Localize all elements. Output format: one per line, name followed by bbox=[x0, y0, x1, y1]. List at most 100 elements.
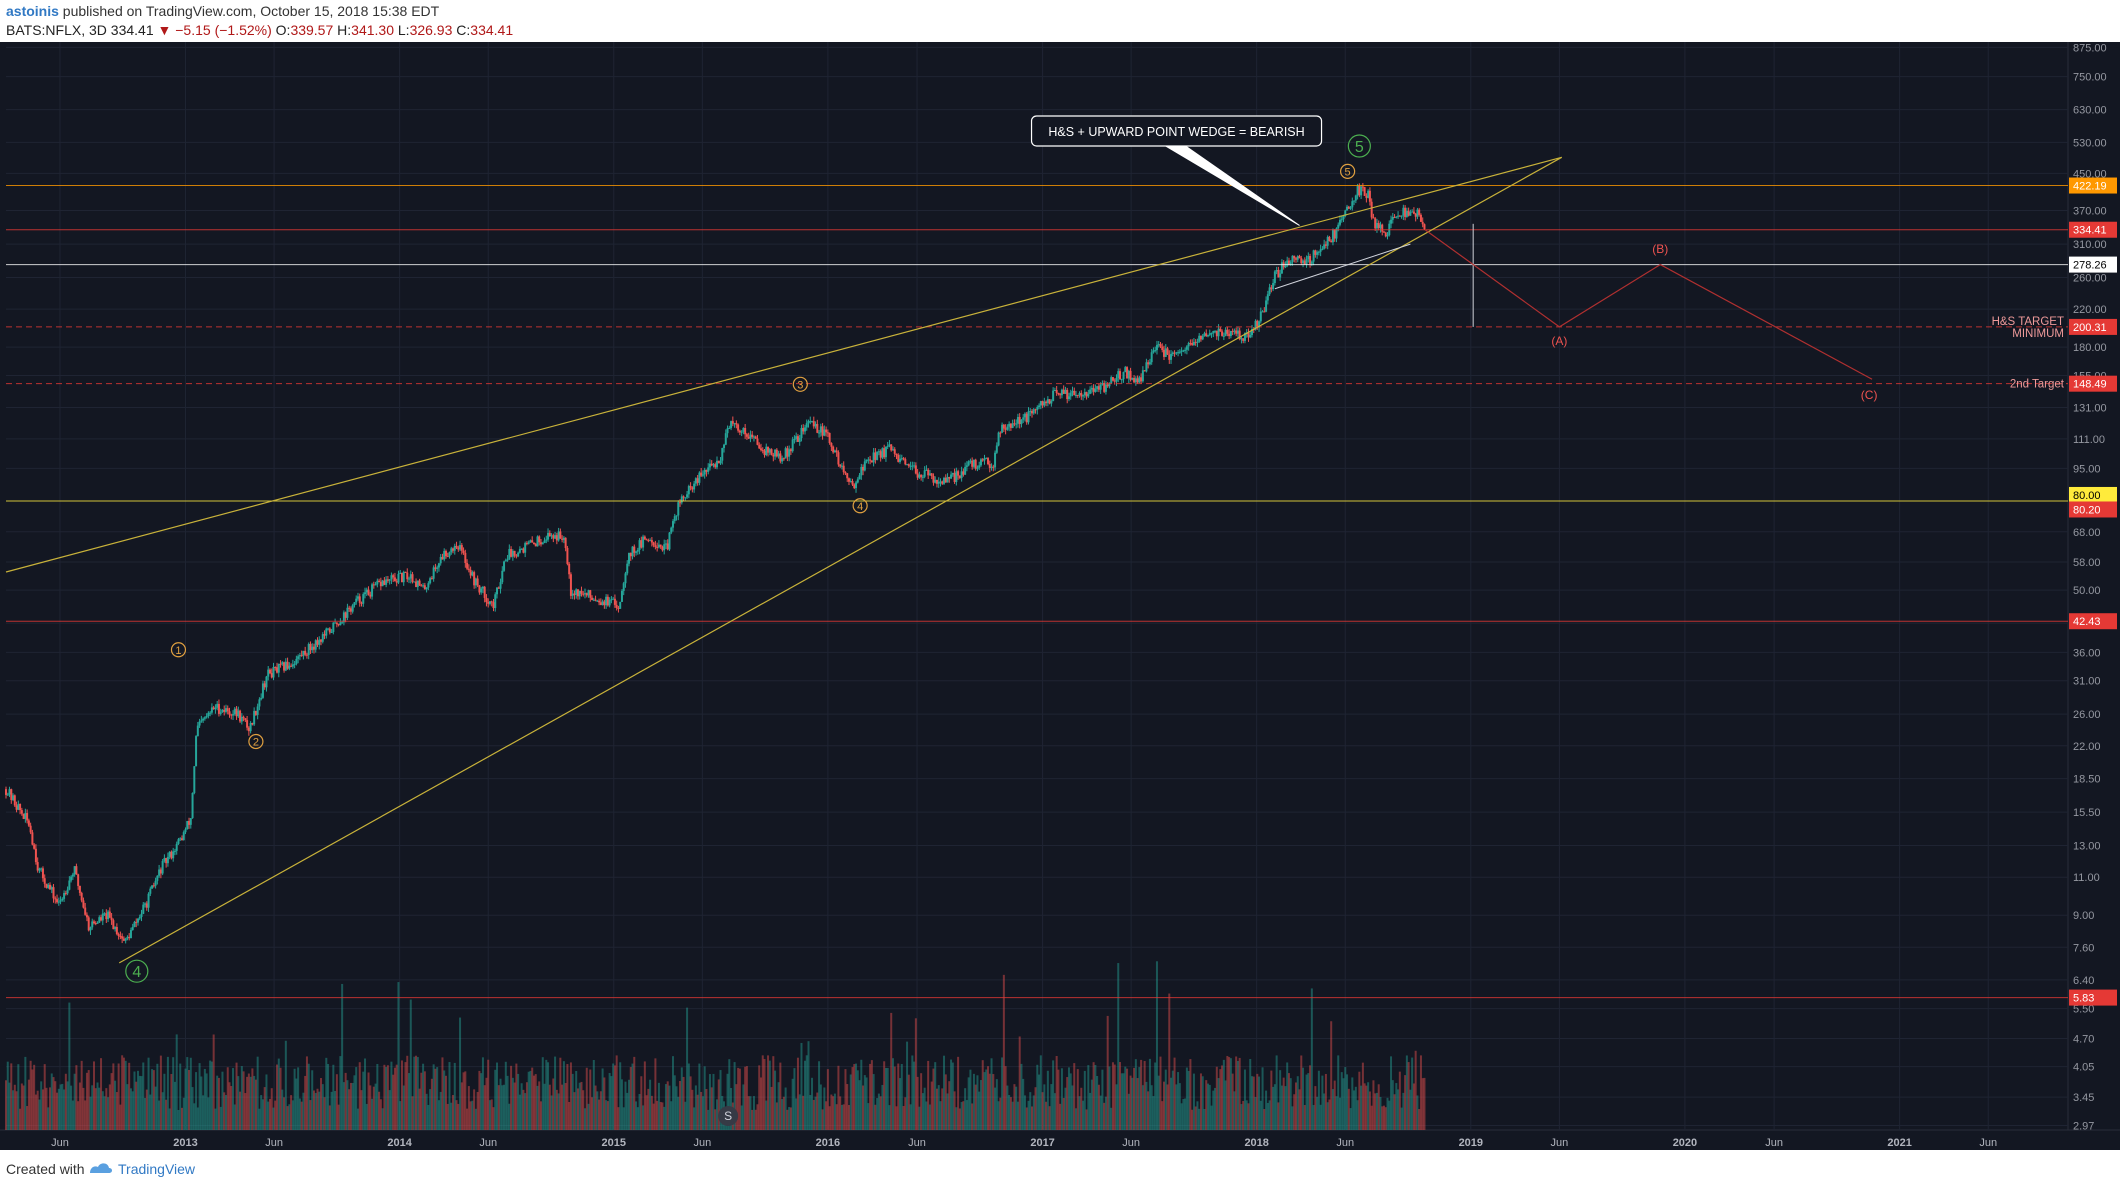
candle-body bbox=[205, 716, 208, 718]
volume-bar bbox=[96, 1082, 99, 1130]
candle-body bbox=[1194, 341, 1197, 343]
volume-bar bbox=[1270, 1070, 1273, 1130]
volume-bar bbox=[1235, 1056, 1238, 1130]
candle-body bbox=[309, 643, 312, 651]
volume-bar bbox=[575, 1070, 578, 1130]
candle-body bbox=[434, 567, 437, 569]
publisher-name[interactable]: astoinis bbox=[6, 3, 59, 19]
volume-bar bbox=[80, 1060, 83, 1130]
candle-body bbox=[121, 936, 124, 939]
volume-bar bbox=[1126, 1068, 1129, 1130]
candle-body bbox=[1067, 396, 1070, 400]
volume-bar bbox=[649, 1079, 652, 1130]
candle-body bbox=[1236, 330, 1239, 334]
volume-bar bbox=[1372, 1080, 1375, 1130]
symbol-label[interactable]: BATS:NFLX, 3D bbox=[6, 22, 107, 38]
candle-body bbox=[84, 907, 87, 915]
volume-bar bbox=[452, 1095, 455, 1130]
candle-body bbox=[840, 465, 843, 467]
volume-bar bbox=[513, 1082, 516, 1130]
volume-bar bbox=[1247, 1103, 1250, 1130]
volume-bar bbox=[411, 1096, 414, 1130]
candle-body bbox=[1008, 423, 1011, 427]
volume-bar bbox=[957, 1056, 960, 1130]
volume-bar bbox=[54, 1081, 57, 1130]
price-chart[interactable]: 875.00750.00630.00530.00450.00370.00310.… bbox=[0, 42, 2120, 1150]
candle-body bbox=[1226, 329, 1229, 334]
volume-bar bbox=[958, 1108, 961, 1130]
volume-bar bbox=[645, 1095, 648, 1130]
candle-body bbox=[679, 502, 682, 504]
price-level-badge bbox=[2069, 375, 2117, 392]
wave-label: 4 bbox=[132, 964, 141, 981]
candle-body bbox=[71, 874, 74, 877]
volume-bar bbox=[689, 1076, 692, 1130]
volume-bar bbox=[448, 1062, 451, 1130]
volume-bar bbox=[946, 1093, 949, 1130]
volume-bar bbox=[175, 1034, 178, 1130]
candle-body bbox=[976, 467, 979, 469]
tradingview-brand[interactable]: TradingView bbox=[118, 1161, 196, 1177]
volume-bar bbox=[404, 1062, 407, 1130]
candle-body bbox=[1069, 392, 1072, 397]
candle-body bbox=[937, 481, 940, 484]
wave-label: 5 bbox=[1345, 166, 1351, 178]
volume-bar bbox=[249, 1076, 252, 1130]
volume-bar bbox=[420, 1072, 423, 1130]
candle-body bbox=[828, 432, 831, 443]
volume-bar bbox=[978, 1091, 981, 1130]
volume-bar bbox=[455, 1100, 458, 1130]
volume-bar bbox=[1249, 1059, 1252, 1130]
candle-body bbox=[182, 832, 185, 841]
low-label: L: bbox=[397, 22, 410, 38]
volume-bar bbox=[576, 1088, 579, 1130]
candle-body bbox=[767, 446, 770, 453]
candle-body bbox=[77, 874, 80, 886]
candle-body bbox=[851, 481, 854, 485]
volume-bar bbox=[1124, 1066, 1127, 1130]
volume-bar bbox=[56, 1092, 59, 1130]
volume-bar bbox=[217, 1077, 220, 1130]
volume-bar bbox=[115, 1092, 118, 1130]
candle-body bbox=[1384, 232, 1387, 237]
wedge-upper-line bbox=[5, 156, 1562, 573]
volume-bar bbox=[823, 1087, 826, 1130]
volume-bar bbox=[385, 1067, 388, 1130]
candle-body bbox=[1330, 240, 1333, 243]
candle-body bbox=[1097, 386, 1100, 390]
candle-body bbox=[1249, 335, 1252, 338]
candle-body bbox=[830, 442, 833, 447]
volume-bar bbox=[77, 1101, 80, 1130]
candle-body bbox=[395, 581, 398, 583]
volume-bar bbox=[142, 1062, 145, 1130]
volume-bar bbox=[872, 1074, 875, 1130]
candle-body bbox=[656, 546, 659, 548]
volume-bar bbox=[416, 1057, 419, 1130]
candle-body bbox=[1300, 258, 1303, 264]
candle-body bbox=[300, 655, 303, 657]
candle-body bbox=[1094, 388, 1097, 392]
volume-bar bbox=[202, 1095, 205, 1130]
volume-bar bbox=[1189, 1059, 1192, 1130]
volume-bar bbox=[129, 1088, 132, 1130]
volume-bar bbox=[1265, 1090, 1268, 1130]
volume-bar bbox=[948, 1081, 951, 1130]
volume-bar bbox=[694, 1085, 697, 1130]
volume-bar bbox=[1379, 1096, 1382, 1130]
candle-body bbox=[124, 938, 127, 941]
y-tick-label: 630.00 bbox=[2073, 105, 2107, 117]
candle-body bbox=[1324, 244, 1327, 246]
candle-body bbox=[983, 458, 986, 461]
volume-bar bbox=[235, 1062, 238, 1130]
candle-body bbox=[1027, 411, 1030, 423]
volume-bar bbox=[548, 1084, 551, 1130]
volume-bar bbox=[647, 1088, 650, 1130]
volume-bar bbox=[953, 1091, 956, 1130]
volume-bar bbox=[1164, 1069, 1167, 1130]
candle-body bbox=[596, 600, 599, 602]
volume-bar bbox=[1052, 1060, 1055, 1130]
volume-bar bbox=[1157, 1075, 1160, 1130]
candle-body bbox=[168, 851, 171, 857]
candle-body bbox=[730, 421, 733, 428]
volume-bar bbox=[1414, 1050, 1417, 1130]
